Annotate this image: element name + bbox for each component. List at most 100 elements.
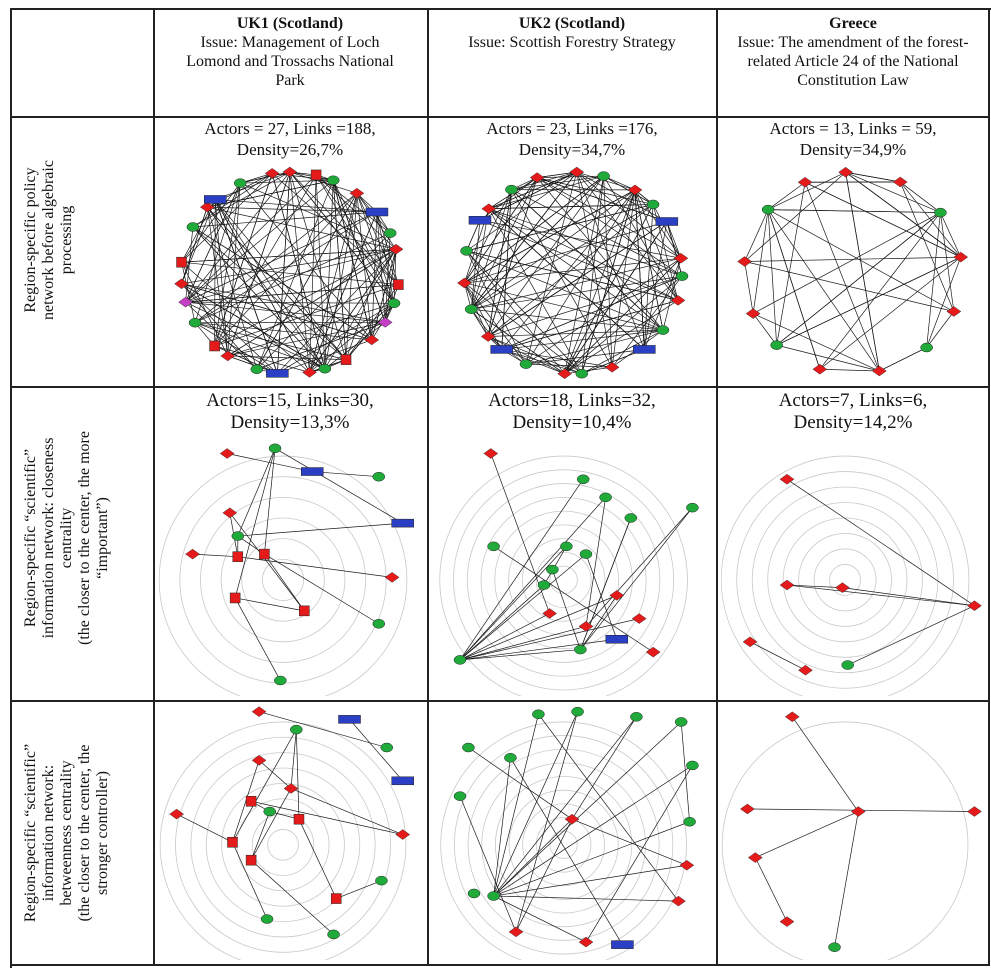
row-divider xyxy=(10,386,990,388)
col-divider xyxy=(153,8,155,966)
greece-betweenness-network-graph xyxy=(721,711,982,960)
network-node xyxy=(227,836,238,848)
network-edge xyxy=(277,302,395,374)
network-node xyxy=(209,340,220,352)
network-node xyxy=(395,829,411,840)
network-edge xyxy=(536,177,683,277)
centrality-ring xyxy=(813,548,877,612)
network-edge xyxy=(466,171,577,252)
network-node xyxy=(761,204,775,215)
network-node xyxy=(365,207,389,217)
network-edge xyxy=(842,587,975,607)
centrality-ring xyxy=(508,789,619,900)
network-edge xyxy=(501,275,683,350)
network-edge xyxy=(459,613,550,661)
col-divider xyxy=(427,8,429,966)
uk2-closeness-network-graph xyxy=(439,448,699,696)
network-edge xyxy=(250,788,292,861)
network-edge xyxy=(264,553,305,612)
network-node xyxy=(283,783,299,794)
network-edge xyxy=(515,711,578,932)
network-edge xyxy=(776,256,961,346)
network-edge xyxy=(470,220,481,310)
network-node xyxy=(229,592,241,604)
network-edge xyxy=(264,448,276,555)
network-edge xyxy=(510,757,623,945)
network-edge xyxy=(214,199,310,373)
network-edge xyxy=(752,209,769,314)
network-node xyxy=(387,298,401,309)
network-edge xyxy=(240,171,290,184)
network-edge xyxy=(185,301,326,370)
network-node xyxy=(624,513,638,523)
network-edge xyxy=(845,171,901,183)
network-edge xyxy=(214,174,317,347)
network-node xyxy=(251,755,267,766)
network-edge xyxy=(215,199,377,213)
network-edge xyxy=(227,321,386,357)
network-node xyxy=(453,655,467,665)
network-edge xyxy=(185,248,397,303)
network-edge xyxy=(580,507,693,650)
network-edge xyxy=(585,553,618,640)
network-node xyxy=(838,166,853,178)
network-node xyxy=(770,340,783,350)
network-node xyxy=(453,791,467,801)
network-edge xyxy=(376,211,395,304)
network-node xyxy=(251,706,267,717)
network-edge xyxy=(237,448,276,537)
network-node xyxy=(487,541,500,552)
network-edge xyxy=(466,250,583,374)
network-node xyxy=(670,295,686,306)
network-edge xyxy=(581,176,604,374)
network-edge xyxy=(493,895,587,943)
network-node xyxy=(302,367,317,378)
network-edge xyxy=(466,204,654,252)
network-edge xyxy=(470,308,565,374)
network-edge xyxy=(214,199,326,369)
centrality-ring xyxy=(158,455,408,696)
network-edge xyxy=(214,345,310,373)
network-edge xyxy=(580,595,618,650)
network-edge xyxy=(464,221,667,284)
network-node xyxy=(579,549,593,559)
network-node xyxy=(310,169,322,181)
network-edge xyxy=(493,821,690,897)
network-edge xyxy=(537,171,577,178)
network-node xyxy=(797,177,813,188)
centrality-ring xyxy=(480,496,647,663)
network-edge xyxy=(371,211,378,340)
network-node xyxy=(268,443,282,454)
network-edge xyxy=(603,176,613,368)
network-edge xyxy=(214,192,358,347)
network-edge xyxy=(271,173,399,285)
network-edge xyxy=(464,282,502,350)
network-node xyxy=(219,448,235,459)
network-node xyxy=(828,942,841,952)
network-node xyxy=(892,176,908,188)
cell-stats: Actors=18, Links=32, Density=10,4% xyxy=(488,390,656,433)
network-edge xyxy=(206,207,229,356)
network-edge xyxy=(525,257,682,365)
network-edge xyxy=(214,284,399,347)
network-edge xyxy=(195,322,372,341)
network-node xyxy=(519,359,533,369)
network-node xyxy=(505,184,518,195)
network-edge xyxy=(264,553,379,625)
network-node xyxy=(231,531,245,541)
network-edge xyxy=(258,760,292,789)
network-edge xyxy=(652,204,682,259)
uk1-policy-network-graph xyxy=(174,166,404,378)
network-edge xyxy=(511,171,577,190)
network-edge xyxy=(755,857,788,922)
centrality-ring xyxy=(535,817,592,873)
network-node xyxy=(740,803,755,815)
network-node xyxy=(529,172,545,183)
network-edge xyxy=(459,618,640,661)
network-edge xyxy=(194,183,241,323)
centrality-ring xyxy=(200,496,366,663)
network-node xyxy=(199,201,215,213)
network-edge xyxy=(181,199,216,284)
network-edge xyxy=(819,212,941,370)
network-edge xyxy=(459,584,545,661)
